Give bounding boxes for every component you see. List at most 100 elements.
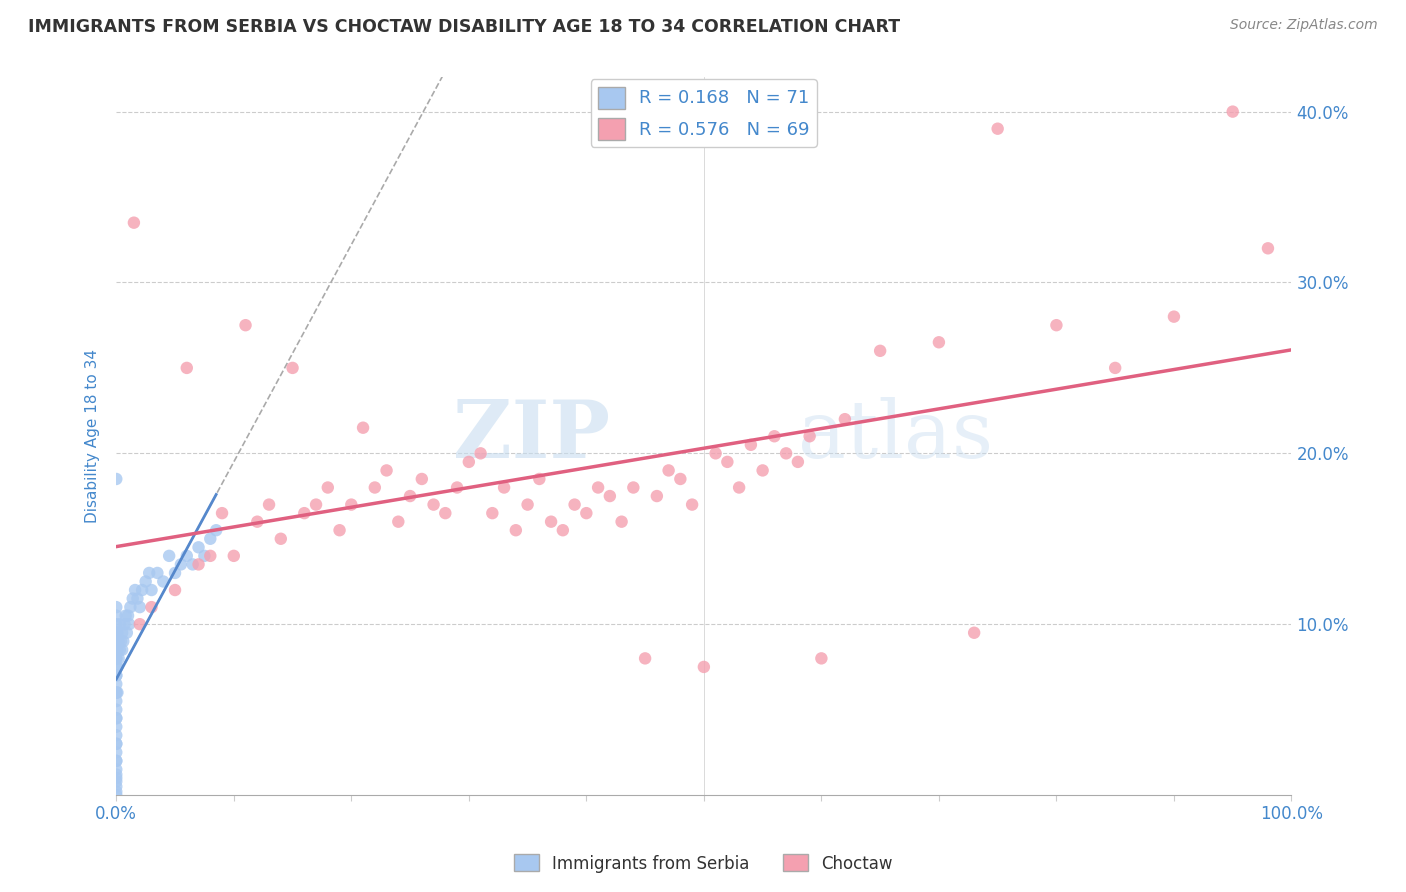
Point: [170, 558, 193, 572]
Point: [152, 574, 174, 589]
Point: [105, 625, 128, 640]
Point: [422, 498, 444, 512]
Point: [551, 523, 574, 537]
Point: [246, 515, 269, 529]
Point: [621, 481, 644, 495]
Point: [105, 788, 128, 802]
Point: [222, 549, 245, 563]
Point: [105, 694, 128, 708]
Point: [1163, 310, 1185, 324]
Point: [704, 446, 727, 460]
Point: [434, 506, 457, 520]
Point: [281, 360, 304, 375]
Text: Source: ZipAtlas.com: Source: ZipAtlas.com: [1230, 18, 1378, 32]
Point: [107, 634, 129, 648]
Point: [505, 523, 527, 537]
Point: [176, 549, 198, 563]
Point: [211, 506, 233, 520]
Point: [127, 591, 149, 606]
Point: [987, 121, 1010, 136]
Point: [163, 582, 186, 597]
Point: [205, 523, 228, 537]
Point: [599, 489, 621, 503]
Point: [200, 532, 222, 546]
Point: [117, 608, 139, 623]
Point: [457, 455, 479, 469]
Point: [693, 660, 716, 674]
Point: [329, 523, 352, 537]
Point: [270, 532, 292, 546]
Point: [105, 600, 128, 615]
Point: [105, 754, 128, 768]
Point: [494, 481, 516, 495]
Point: [105, 763, 128, 777]
Point: [316, 481, 339, 495]
Point: [131, 582, 153, 597]
Point: [187, 558, 209, 572]
Point: [105, 643, 128, 657]
Point: [516, 498, 538, 512]
Point: [481, 506, 503, 520]
Point: [105, 720, 128, 734]
Point: [352, 420, 374, 434]
Point: [669, 472, 692, 486]
Point: [107, 685, 129, 699]
Point: [108, 617, 131, 632]
Point: [181, 558, 204, 572]
Point: [105, 617, 128, 632]
Point: [105, 737, 128, 751]
Point: [1045, 318, 1067, 333]
Point: [963, 625, 986, 640]
Point: [610, 515, 633, 529]
Point: [928, 335, 950, 350]
Point: [121, 591, 143, 606]
Point: [138, 566, 160, 580]
Point: [128, 617, 150, 632]
Point: [105, 634, 128, 648]
Point: [105, 668, 128, 682]
Point: [107, 643, 129, 657]
Point: [105, 651, 128, 665]
Point: [111, 643, 134, 657]
Point: [124, 582, 146, 597]
Point: [869, 343, 891, 358]
Point: [740, 438, 762, 452]
Point: [446, 481, 468, 495]
Point: [115, 625, 138, 640]
Point: [305, 498, 328, 512]
Point: [1222, 104, 1244, 119]
Point: [141, 600, 163, 615]
Point: [105, 771, 128, 785]
Point: [128, 600, 150, 615]
Point: [120, 600, 142, 615]
Point: [163, 566, 186, 580]
Point: [105, 651, 128, 665]
Point: [105, 677, 128, 691]
Point: [364, 481, 387, 495]
Point: [107, 660, 129, 674]
Point: [135, 574, 157, 589]
Point: [658, 463, 681, 477]
Y-axis label: Disability Age 18 to 34: Disability Age 18 to 34: [86, 350, 100, 524]
Text: atlas: atlas: [797, 397, 993, 475]
Point: [786, 455, 808, 469]
Point: [105, 703, 128, 717]
Point: [105, 711, 128, 725]
Point: [399, 489, 422, 503]
Point: [235, 318, 257, 333]
Text: IMMIGRANTS FROM SERBIA VS CHOCTAW DISABILITY AGE 18 TO 34 CORRELATION CHART: IMMIGRANTS FROM SERBIA VS CHOCTAW DISABI…: [28, 18, 900, 36]
Point: [112, 634, 135, 648]
Point: [193, 549, 215, 563]
Point: [105, 745, 128, 759]
Point: [387, 515, 409, 529]
Point: [105, 711, 128, 725]
Point: [751, 463, 773, 477]
Text: ZIP: ZIP: [453, 397, 610, 475]
Point: [775, 446, 797, 460]
Point: [105, 754, 128, 768]
Point: [107, 651, 129, 665]
Point: [122, 216, 145, 230]
Point: [634, 651, 657, 665]
Point: [157, 549, 180, 563]
Point: [1257, 241, 1279, 255]
